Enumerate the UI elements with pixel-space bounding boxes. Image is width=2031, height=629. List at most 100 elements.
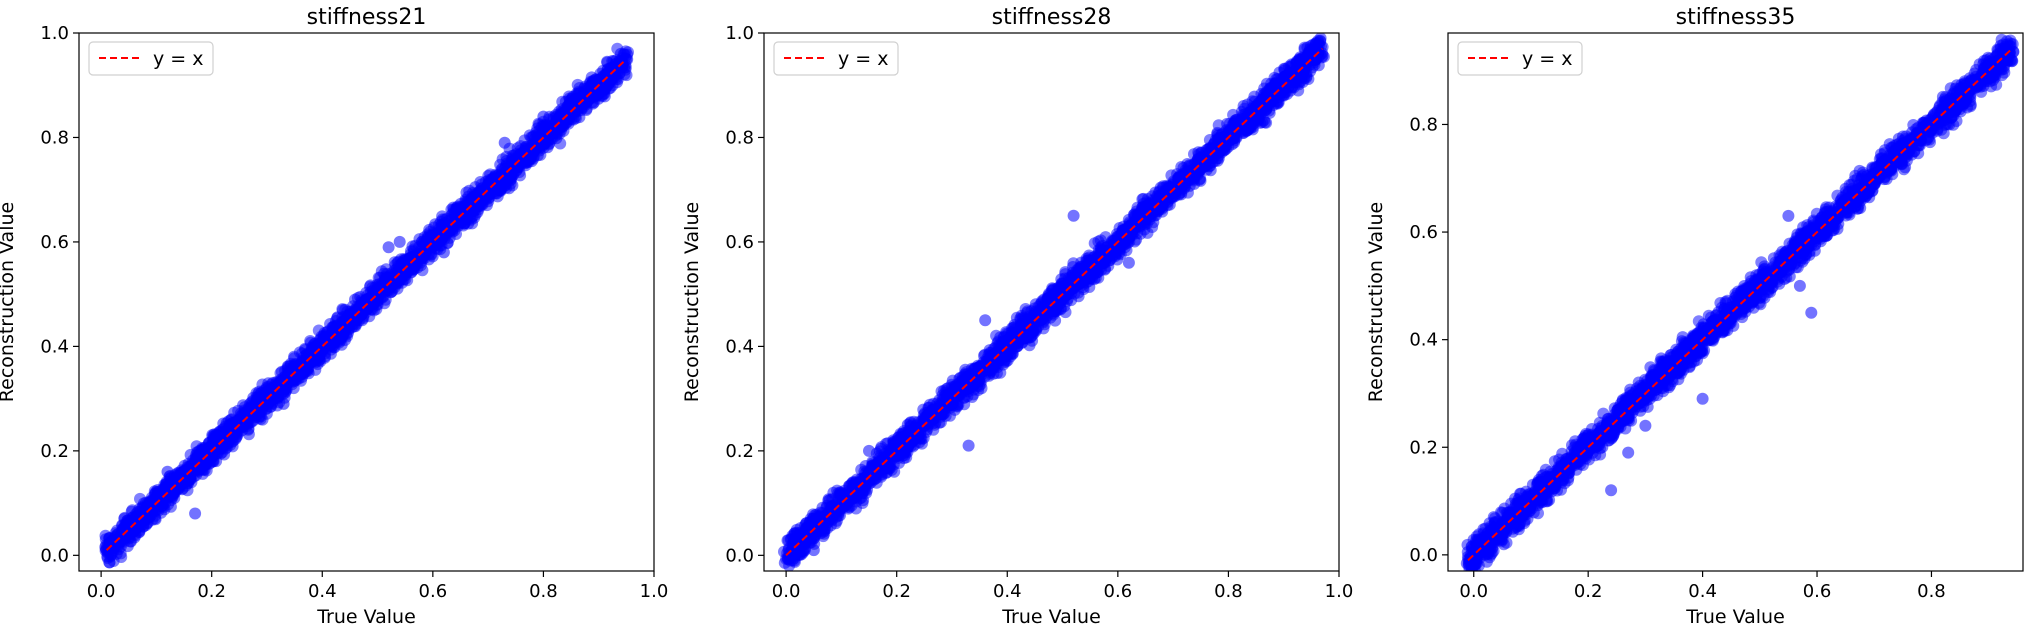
x-tick-label: 0.4 <box>993 581 1022 602</box>
scatter-point-fill <box>496 153 509 166</box>
scatter-point-fill <box>1149 186 1162 199</box>
scatter-point <box>852 486 864 499</box>
scatter-point-fill <box>1175 188 1188 201</box>
scatter-point <box>471 199 484 212</box>
x-axis-label: True Value <box>316 606 416 628</box>
scatter-point-fill <box>1230 113 1243 126</box>
scatter-point <box>1111 230 1124 243</box>
scatter-point-fill <box>1238 102 1251 115</box>
scatter-point-fill <box>990 367 1003 380</box>
scatter-point <box>189 507 202 520</box>
legend-box <box>88 41 214 76</box>
y-tick-label: 0.2 <box>40 441 69 462</box>
scatter-point <box>111 528 124 541</box>
scatter-point-fill <box>1146 221 1159 233</box>
y-tick-label: 0.8 <box>40 127 69 148</box>
scatter-point <box>863 465 875 478</box>
reference-line-y-equals-x <box>785 47 1324 557</box>
chart-title: stiffness28 <box>992 5 1112 30</box>
scatter-point <box>222 434 235 447</box>
scatter-point-fill <box>1171 168 1184 181</box>
scatter-point-fill <box>588 85 601 98</box>
x-tick-label: 0.0 <box>87 581 116 602</box>
scatter-point <box>393 235 406 248</box>
x-tick-label: 1.0 <box>1325 581 1354 602</box>
y-tick-label: 0.2 <box>725 441 754 462</box>
y-tick-label: 0.0 <box>725 545 754 566</box>
scatter-point <box>437 246 450 259</box>
x-axis-label: True Value <box>1001 606 1101 628</box>
scatter-point-fill <box>406 240 419 253</box>
x-tick-label: 0.4 <box>308 581 337 602</box>
scatter-point-fill <box>1092 235 1105 248</box>
scatter-point-fill <box>103 556 116 569</box>
scatter-point-fill <box>1115 240 1128 253</box>
scatter-point-fill <box>206 454 219 467</box>
scatter-point <box>863 444 875 457</box>
scatter-point-fill <box>941 398 954 411</box>
scatter-point <box>161 465 174 478</box>
x-tick-label: 1.0 <box>640 581 669 602</box>
scatter-point <box>990 356 1003 369</box>
legend: y = x <box>773 41 899 76</box>
scatter-point <box>592 74 605 86</box>
scatter-point-fill <box>889 450 902 463</box>
scatter-point-fill <box>304 336 317 349</box>
legend: y = x <box>88 41 214 76</box>
axes-frame <box>763 32 1340 572</box>
y-tick-label: 0.6 <box>40 232 69 253</box>
scatter-point-fill <box>1278 62 1291 75</box>
scatter-point <box>343 309 356 322</box>
scatter-point <box>277 397 290 410</box>
scatter-point-fill <box>807 526 820 539</box>
x-tick-label: 0.0 <box>772 581 801 602</box>
x-tick-label: 0.8 <box>1214 581 1243 602</box>
scatter-point-fill <box>146 504 159 517</box>
scatter-point-fill <box>899 448 912 461</box>
scatter-point <box>614 47 627 60</box>
scatter-point <box>1100 251 1113 264</box>
plot-area <box>99 42 634 569</box>
scatter-point <box>277 382 290 395</box>
scatter-point-fill <box>818 527 831 540</box>
scatter-point-fill <box>554 137 567 150</box>
scatter-point <box>901 418 914 431</box>
scatter-point <box>382 241 395 254</box>
scatter-point <box>962 439 975 452</box>
scatter-point-fill <box>216 446 229 459</box>
legend-label: y = x <box>838 48 889 70</box>
scatter-point <box>1001 335 1014 348</box>
scatter-point <box>1122 256 1135 269</box>
scatter-point-fill <box>1274 87 1287 99</box>
scatter-point-fill <box>181 484 194 497</box>
scatter-point-fill <box>426 250 439 263</box>
plot-area <box>778 33 1330 571</box>
plot-area <box>1460 33 2020 571</box>
scatter-point <box>1056 282 1069 295</box>
scatter-point <box>167 486 179 499</box>
legend-label: y = x <box>153 48 204 70</box>
scatter-point <box>498 136 511 149</box>
scatter-point-fill <box>571 88 584 101</box>
y-tick-label: 0.0 <box>40 545 69 566</box>
scatter-point <box>979 314 992 327</box>
scatter-point <box>1045 303 1058 316</box>
scatter-point <box>1222 126 1235 139</box>
scatter-point <box>807 544 820 557</box>
subplot-stiffness21: 0.0 0.2 0.4 0.6 0.8 1.00.00.20.40.60.81.0stif… <box>0 5 668 628</box>
scatter-point <box>1167 178 1180 191</box>
y-tick-label: 1.0 <box>725 23 754 44</box>
scatter-point-fill <box>960 366 973 379</box>
y-tick-label: 0.4 <box>725 336 754 357</box>
subplot-stiffness28: 0.0 0.2 0.4 0.6 0.8 1.00.00.20.40.60.81.0stif… <box>681 5 1353 628</box>
scatter-point <box>1156 199 1169 212</box>
axes-frame <box>78 32 655 572</box>
scatter-point-fill <box>994 344 1007 357</box>
scatter-point <box>807 518 820 530</box>
scatter-point <box>537 110 550 123</box>
scatter-point-fill <box>1212 119 1225 132</box>
scatter-point <box>537 126 550 139</box>
scatter-point-fill <box>246 395 259 407</box>
scatter-point <box>399 256 412 269</box>
